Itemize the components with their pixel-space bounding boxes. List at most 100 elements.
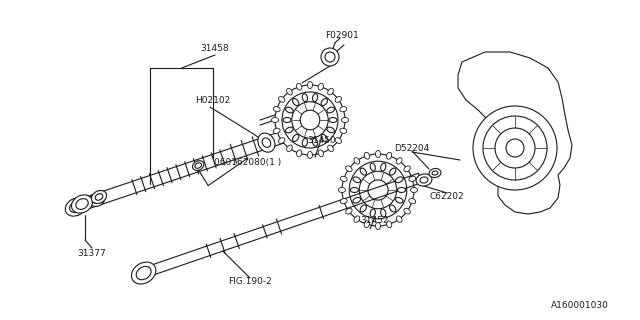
Ellipse shape [131,262,156,284]
Ellipse shape [432,171,438,175]
Text: D52204: D52204 [394,143,429,153]
Ellipse shape [95,194,103,200]
Ellipse shape [195,163,202,168]
Ellipse shape [429,168,441,178]
Ellipse shape [328,145,333,151]
Ellipse shape [396,197,403,203]
Circle shape [342,154,414,226]
Ellipse shape [321,134,328,141]
Ellipse shape [283,117,291,123]
Ellipse shape [318,150,323,157]
Ellipse shape [72,195,93,213]
Ellipse shape [93,196,101,203]
Ellipse shape [321,99,328,106]
Text: 31377: 31377 [77,249,106,258]
Ellipse shape [92,190,107,204]
Ellipse shape [410,188,417,193]
Polygon shape [458,52,572,214]
Ellipse shape [340,176,347,181]
Ellipse shape [262,138,271,148]
Ellipse shape [312,139,317,146]
Ellipse shape [396,158,402,164]
Ellipse shape [327,107,335,113]
Ellipse shape [354,158,360,164]
Circle shape [292,102,328,138]
Ellipse shape [328,89,333,95]
Ellipse shape [339,188,346,193]
Circle shape [325,52,335,62]
Ellipse shape [353,197,360,203]
Ellipse shape [76,199,88,209]
Ellipse shape [302,139,307,146]
Ellipse shape [360,205,367,212]
Text: A160001030: A160001030 [551,300,609,309]
Circle shape [349,161,407,219]
Text: 060162080(1 ): 060162080(1 ) [214,157,282,166]
Ellipse shape [90,193,105,206]
Ellipse shape [370,209,375,217]
Ellipse shape [351,188,358,193]
Ellipse shape [287,89,292,95]
Text: C62202: C62202 [429,191,464,201]
Circle shape [368,180,388,200]
Ellipse shape [65,198,86,216]
Ellipse shape [409,176,415,181]
Ellipse shape [370,163,375,171]
Ellipse shape [329,117,337,123]
Ellipse shape [296,150,302,157]
Ellipse shape [364,221,369,228]
Circle shape [483,116,547,180]
Circle shape [495,128,535,168]
Ellipse shape [292,99,299,106]
Ellipse shape [404,166,410,172]
Ellipse shape [285,127,293,133]
Ellipse shape [346,166,352,172]
Ellipse shape [387,152,392,159]
Text: H02102: H02102 [195,95,230,105]
Ellipse shape [397,188,406,193]
Text: FIG.190-2: FIG.190-2 [228,277,272,286]
Ellipse shape [285,107,293,113]
Ellipse shape [287,145,292,151]
Circle shape [506,139,524,157]
Ellipse shape [318,83,323,90]
Ellipse shape [258,133,275,152]
Circle shape [275,85,345,155]
Ellipse shape [354,216,360,222]
Ellipse shape [340,198,347,204]
Circle shape [359,171,397,209]
Ellipse shape [409,198,415,204]
Ellipse shape [376,222,381,229]
Ellipse shape [136,267,151,280]
Ellipse shape [193,161,204,171]
Ellipse shape [296,83,302,90]
Ellipse shape [416,174,432,186]
Ellipse shape [307,82,312,89]
Ellipse shape [420,177,428,183]
Ellipse shape [396,177,403,183]
Ellipse shape [360,168,367,175]
Ellipse shape [381,163,386,171]
Ellipse shape [353,177,360,183]
Ellipse shape [404,208,410,214]
Text: F02901: F02901 [325,30,359,39]
Text: 31450: 31450 [308,135,336,145]
Ellipse shape [390,168,396,175]
Ellipse shape [327,127,335,133]
Circle shape [321,48,339,66]
Circle shape [300,110,320,130]
Text: 31452: 31452 [361,215,389,225]
Ellipse shape [292,134,299,141]
Ellipse shape [312,94,317,101]
Ellipse shape [364,152,369,159]
Ellipse shape [335,138,342,143]
Ellipse shape [307,151,312,158]
Ellipse shape [335,97,342,102]
Ellipse shape [340,107,347,112]
Ellipse shape [387,221,392,228]
Ellipse shape [271,117,278,123]
Ellipse shape [273,107,280,112]
Ellipse shape [273,128,280,133]
Ellipse shape [390,205,396,212]
Ellipse shape [302,94,307,101]
